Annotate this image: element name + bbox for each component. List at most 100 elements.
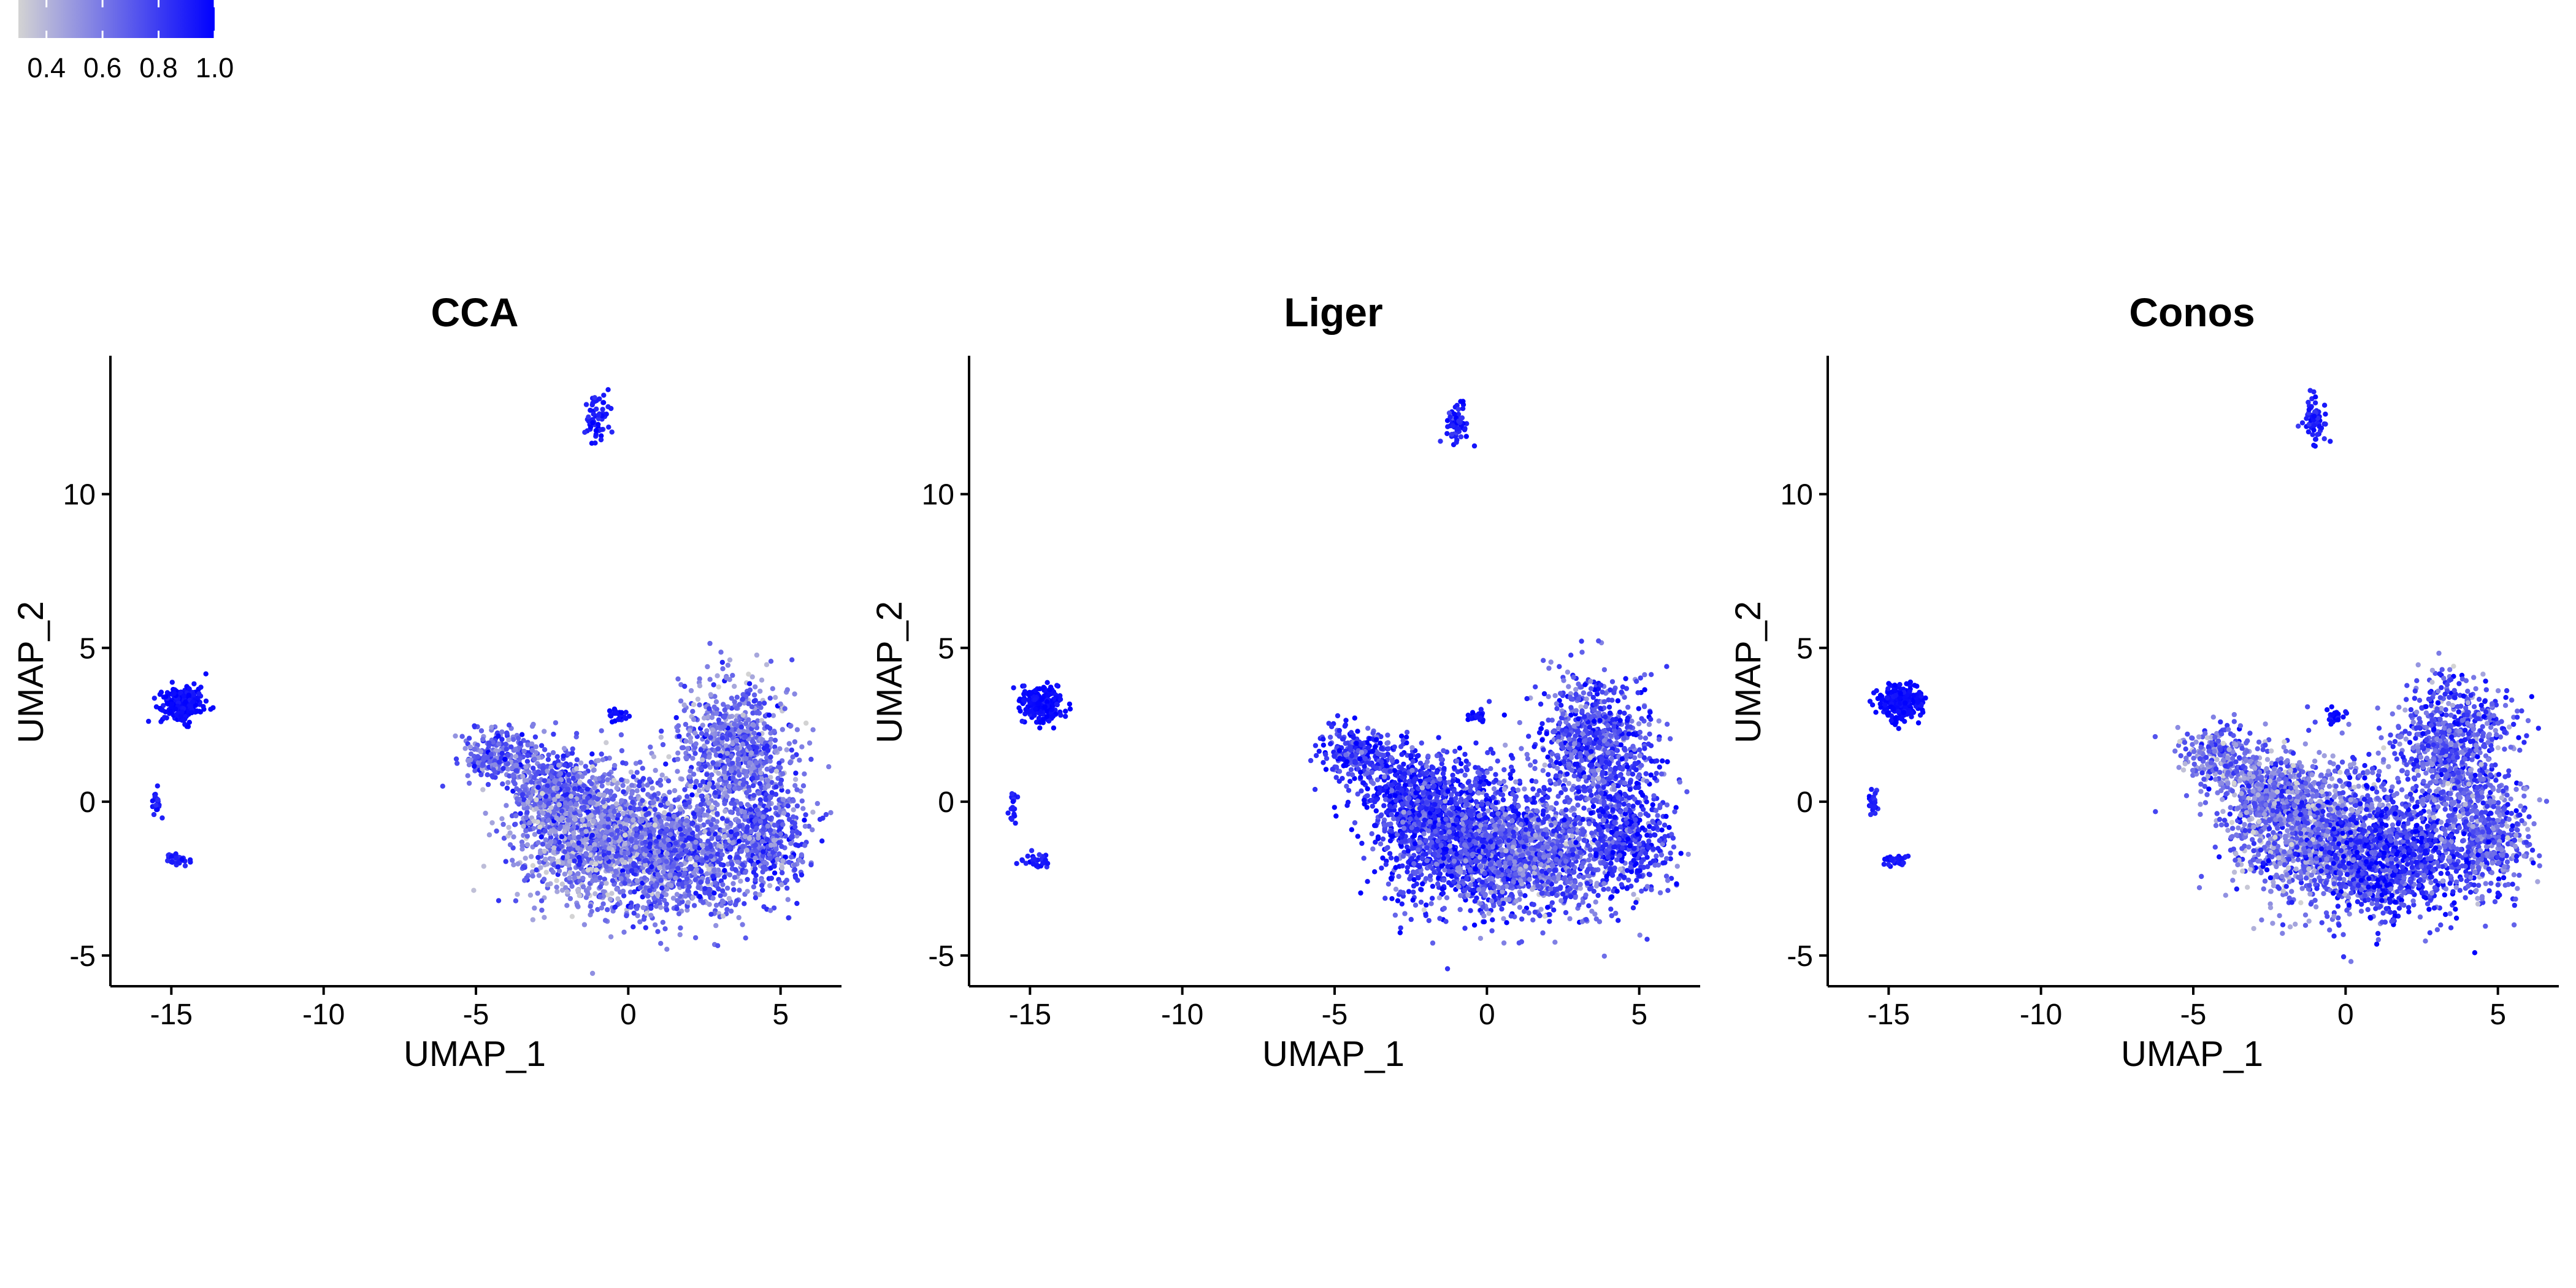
scatter-point: [747, 687, 753, 693]
scatter-point: [478, 772, 484, 778]
scatter-point: [486, 759, 493, 764]
scatter-point: [788, 835, 794, 840]
scatter-point: [647, 887, 653, 894]
scatter-point: [773, 805, 778, 811]
scatter-point: [605, 816, 611, 822]
scatter-point: [521, 823, 526, 829]
scatter-point: [707, 706, 712, 711]
scatter-point: [564, 854, 570, 860]
scatter-point: [713, 699, 719, 705]
scatter-point: [674, 892, 680, 897]
scatter-point: [760, 814, 766, 820]
scatter-point: [732, 683, 737, 689]
scatter-point: [188, 703, 194, 709]
scatter-point: [664, 946, 670, 952]
scatter-point: [709, 772, 715, 778]
scatter-point: [759, 877, 764, 883]
scatter-point: [648, 913, 654, 918]
scatter-point: [589, 908, 594, 914]
scatter-point: [624, 913, 629, 919]
scatter-point: [664, 907, 670, 913]
scatter-point: [743, 756, 749, 762]
scatter-point: [711, 867, 717, 873]
scatter-point: [542, 729, 547, 734]
scatter-point: [499, 737, 505, 742]
scatter-point: [687, 842, 692, 848]
scatter-point: [737, 887, 742, 893]
scatter-point: [738, 801, 744, 807]
scatter-point: [664, 859, 669, 864]
panel-title: Liger: [1284, 289, 1382, 335]
scatter-point: [789, 747, 795, 753]
scatter-point: [663, 892, 669, 897]
scatter-point: [765, 778, 771, 784]
scatter-point: [530, 873, 535, 879]
scatter-point: [648, 905, 654, 911]
scatter-point: [764, 743, 770, 749]
scatter-point: [751, 699, 757, 704]
scatter-point: [574, 757, 580, 762]
scatter-point: [732, 721, 737, 727]
scatter-point: [538, 865, 543, 870]
scatter-point: [681, 870, 688, 876]
scatter-point: [533, 744, 539, 749]
scatter-point: [653, 903, 659, 909]
scatter-point: [643, 925, 649, 930]
scatter-point: [567, 895, 573, 902]
scatter-point: [631, 924, 636, 930]
scatter-point: [728, 809, 734, 815]
scatter-point: [773, 846, 779, 852]
scatter-point: [756, 832, 762, 837]
scatter-point: [486, 832, 493, 838]
scatter-point: [780, 822, 786, 827]
scatter-point: [603, 808, 608, 815]
scatter-point: [678, 925, 683, 931]
scatter-point: [492, 758, 498, 764]
scatter-point: [742, 834, 748, 840]
scatter-point: [518, 762, 523, 768]
scatter-point: [620, 783, 626, 788]
scatter-point: [572, 843, 577, 848]
scatter-point: [769, 842, 774, 848]
scatter-point: [530, 789, 535, 794]
scatter-point: [504, 785, 510, 791]
scatter-point: [518, 740, 523, 746]
scatter-point: [694, 824, 700, 830]
scatter-point: [703, 732, 709, 737]
scatter-point: [767, 883, 773, 889]
scatter-point: [800, 806, 806, 811]
scatter-point: [786, 816, 792, 822]
scatter-point: [748, 807, 754, 813]
scatter-point: [749, 775, 756, 781]
scatter-point: [592, 785, 597, 791]
scatter-point: [646, 811, 651, 816]
scatter-point: [786, 859, 792, 865]
scatter-point: [741, 777, 746, 783]
scatter-point: [722, 801, 727, 807]
scatter-point: [600, 799, 606, 805]
scatter-point: [721, 715, 727, 720]
scatter-point: [501, 835, 507, 841]
scatter-point: [540, 841, 546, 847]
scatter-point: [613, 869, 619, 875]
scatter-point: [718, 650, 724, 655]
scatter-point: [696, 884, 701, 891]
scatter-point: [624, 778, 630, 784]
scatter-point: [583, 764, 588, 769]
scatter-point: [743, 734, 748, 740]
scatter-point: [606, 772, 612, 777]
scatter-point: [561, 746, 567, 751]
scatter-point: [565, 825, 570, 831]
scatter-point: [700, 843, 705, 848]
scatter-point: [780, 858, 786, 864]
scatter-point: [745, 876, 750, 883]
scatter-point: [778, 701, 783, 707]
scatter-point: [734, 694, 740, 700]
scatter-point: [736, 818, 742, 824]
scatter-point: [722, 874, 727, 880]
scatter-point: [466, 735, 472, 741]
scatter-point: [756, 791, 762, 796]
scatter-point: [559, 815, 565, 821]
scatter-point: [684, 876, 690, 882]
scatter-point: [746, 681, 753, 686]
